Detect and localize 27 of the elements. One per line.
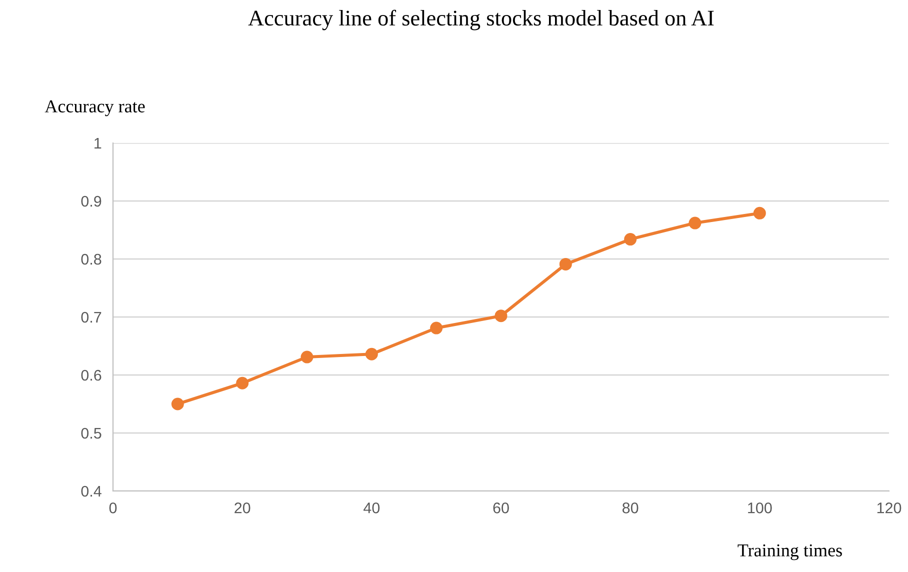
x-tick-label: 20 xyxy=(234,502,250,514)
y-tick-label: 0.4 xyxy=(81,486,102,497)
y-tick-label: 0.8 xyxy=(81,254,102,265)
point xyxy=(688,216,702,230)
point xyxy=(236,376,249,390)
x-tick-label: 80 xyxy=(622,502,638,514)
point xyxy=(494,310,508,322)
y-tick-label: 1 xyxy=(94,138,102,149)
y-axis-title: Accuracy rate xyxy=(44,100,145,116)
point xyxy=(559,258,572,270)
x-tick-label: 120 xyxy=(877,502,902,514)
y-tick-label: 0.9 xyxy=(81,196,102,207)
x-tick-label: 60 xyxy=(493,502,509,514)
x-tick-label: 40 xyxy=(364,502,380,514)
point xyxy=(430,322,443,334)
point xyxy=(753,206,766,220)
x-tick-label: 100 xyxy=(748,502,772,514)
y-tick-label: 0.5 xyxy=(81,428,102,439)
y-tick-label: 0.6 xyxy=(81,370,102,381)
x-tick-label: 0 xyxy=(109,502,117,514)
point xyxy=(365,348,378,360)
point xyxy=(171,398,184,410)
x-axis-title: Training times xyxy=(738,544,842,560)
y-tick-label: 0.7 xyxy=(81,312,102,323)
point xyxy=(300,350,314,364)
point xyxy=(624,233,637,246)
chart-title: Accuracy line of selecting stocks model based on AI xyxy=(248,10,714,30)
